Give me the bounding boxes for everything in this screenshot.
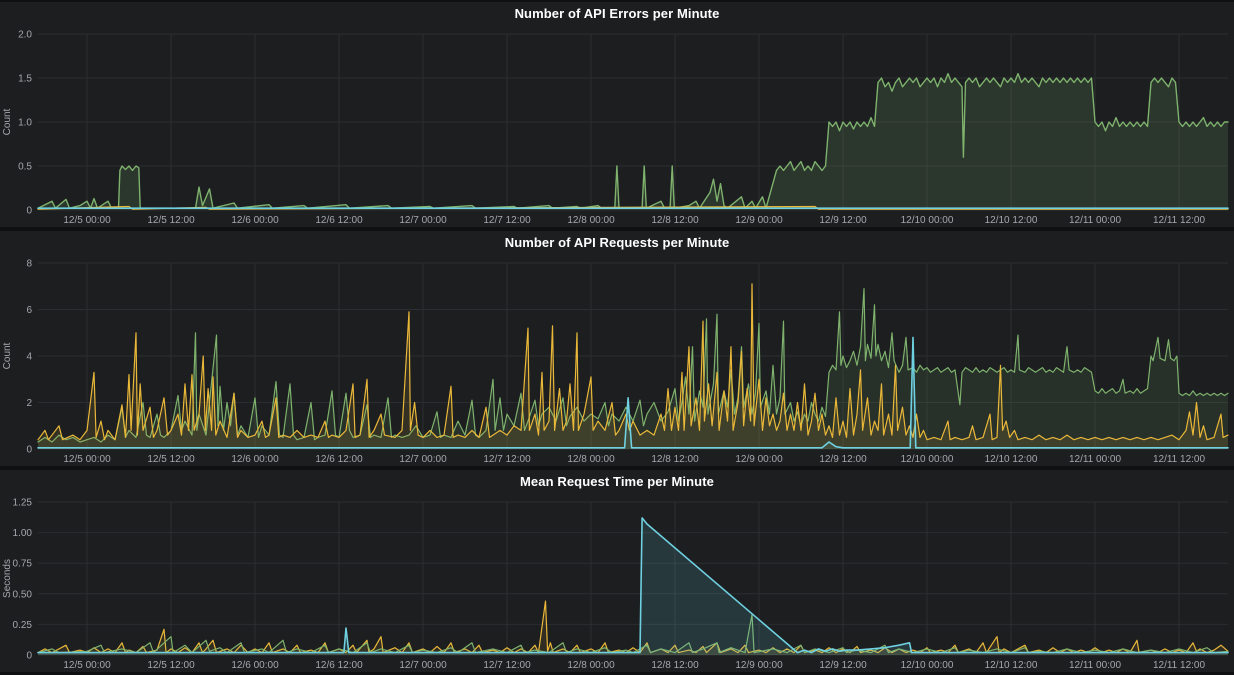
panel-title-api-errors[interactable]: Number of API Errors per Minute xyxy=(514,6,720,21)
x-tick-label: 12/7 12:00 xyxy=(483,454,531,465)
x-tick-label: 12/10 12:00 xyxy=(985,660,1038,671)
series-requests-cyan-line xyxy=(37,336,1229,449)
y-tick-label: 2.0 xyxy=(18,30,32,41)
x-tick-label: 12/5 12:00 xyxy=(147,660,195,671)
y-tick-label: 8 xyxy=(26,259,32,270)
y-tick-label: 0.50 xyxy=(13,589,33,600)
api-requests-chart[interactable]: 0 2 4 6 8 12/5 00:00 12/5 12:00 12/6 00:00 12/6 … xyxy=(0,255,1234,466)
x-tick-label: 12/8 00:00 xyxy=(567,660,615,671)
series-time-yellow-area xyxy=(38,601,1228,655)
y-tick-label: 6 xyxy=(26,305,32,316)
api-errors-chart[interactable]: 0 0.5 1.0 1.5 2.0 12/5 00:00 12/5 12:00 12/6 00… xyxy=(0,26,1234,227)
x-tick-label: 12/6 00:00 xyxy=(231,660,279,671)
api-errors-svg: 0 0.5 1.0 1.5 2.0 12/5 00:00 12/5 12:00 12/6 00… xyxy=(2,30,1229,226)
x-tick-label: 12/5 00:00 xyxy=(63,215,111,226)
panel-api-requests: Number of API Requests per Minute 0 2 4 6 8 1… xyxy=(0,231,1234,466)
panel-title-mean-request-time[interactable]: Mean Request Time per Minute xyxy=(520,474,714,489)
series-time-cyan-area xyxy=(38,517,1228,655)
x-tick-label: 12/10 12:00 xyxy=(985,454,1038,465)
series-time-cyan-line xyxy=(37,517,1229,654)
y-tick-label: 4 xyxy=(26,352,32,363)
panel-api-errors: Number of API Errors per Minute 0 0.5 1.0 1… xyxy=(0,2,1234,227)
x-tick-label: 12/10 00:00 xyxy=(901,660,954,671)
x-tick-label: 12/11 12:00 xyxy=(1153,454,1206,465)
x-tick-label: 12/9 00:00 xyxy=(735,454,783,465)
x-tick-label: 12/8 12:00 xyxy=(651,215,699,226)
mean-request-time-svg: 0 0.25 0.50 0.75 1.00 1.25 12/5 00:00 12/5 12:0… xyxy=(2,498,1229,671)
x-tick-label: 12/5 12:00 xyxy=(147,215,195,226)
y-tick-label: 0.5 xyxy=(18,162,32,173)
y-tick-label: 2 xyxy=(26,398,32,409)
x-tick-label: 12/6 12:00 xyxy=(315,454,363,465)
y-axis-title: Count xyxy=(2,342,13,369)
y-tick-label: 0 xyxy=(26,445,32,456)
y-tick-label: 1.0 xyxy=(18,118,32,129)
gridlines xyxy=(38,262,1228,450)
api-requests-svg: 0 2 4 6 8 12/5 00:00 12/5 12:00 12/6 00:00 12/6 … xyxy=(2,259,1229,465)
gridlines xyxy=(38,501,1228,656)
x-tick-label: 12/8 00:00 xyxy=(567,454,615,465)
y-tick-label: 0 xyxy=(26,206,32,217)
x-tick-label: 12/5 00:00 xyxy=(63,454,111,465)
x-tick-label: 12/10 00:00 xyxy=(901,454,954,465)
x-tick-label: 12/7 00:00 xyxy=(399,454,447,465)
x-tick-label: 12/9 12:00 xyxy=(819,454,867,465)
series-time-yellow-line xyxy=(37,600,1229,654)
series-requests-yellow-line xyxy=(37,283,1229,441)
x-tick-label: 12/7 12:00 xyxy=(483,215,531,226)
y-tick-label: 1.5 xyxy=(18,74,32,85)
x-tick-label: 12/7 00:00 xyxy=(399,660,447,671)
x-tick-label: 12/6 00:00 xyxy=(231,215,279,226)
panel-mean-request-time: Mean Request Time per Minute 0 0.25 0.50 0.… xyxy=(0,470,1234,672)
series-time-green-area xyxy=(38,614,1228,655)
y-axis-title: Seconds xyxy=(2,559,13,598)
series-requests-green-area xyxy=(38,288,1228,449)
series-time-green-line xyxy=(37,613,1229,654)
y-axis-title: Count xyxy=(2,108,13,135)
x-tick-label: 12/7 12:00 xyxy=(483,660,531,671)
y-tick-label: 0 xyxy=(26,651,32,662)
x-tick-label: 12/9 12:00 xyxy=(819,660,867,671)
y-tick-label: 0.25 xyxy=(13,620,33,631)
y-tick-label: 0.75 xyxy=(13,559,33,570)
x-tick-label: 12/8 00:00 xyxy=(567,215,615,226)
x-tick-label: 12/11 00:00 xyxy=(1069,215,1122,226)
x-tick-label: 12/6 12:00 xyxy=(315,660,363,671)
x-tick-label: 12/9 00:00 xyxy=(735,660,783,671)
x-tick-label: 12/11 12:00 xyxy=(1153,215,1206,226)
x-tick-label: 12/10 12:00 xyxy=(985,215,1038,226)
x-tick-label: 12/9 12:00 xyxy=(819,215,867,226)
x-tick-label: 12/7 00:00 xyxy=(399,215,447,226)
panel-title-api-requests[interactable]: Number of API Requests per Minute xyxy=(504,235,730,250)
x-tick-label: 12/9 00:00 xyxy=(735,215,783,226)
series-requests-yellow-area xyxy=(38,283,1228,449)
x-tick-label: 12/10 00:00 xyxy=(901,215,954,226)
y-tick-label: 1.00 xyxy=(13,528,33,539)
x-tick-label: 12/5 00:00 xyxy=(63,660,111,671)
x-tick-label: 12/8 12:00 xyxy=(651,454,699,465)
series-errors-green-area xyxy=(38,73,1228,210)
series-requests-green-line xyxy=(37,287,1229,443)
x-tick-label: 12/5 12:00 xyxy=(147,454,195,465)
x-tick-label: 12/8 12:00 xyxy=(651,660,699,671)
x-tick-label: 12/11 00:00 xyxy=(1069,454,1122,465)
y-tick-label: 1.25 xyxy=(13,498,33,509)
mean-request-time-chart[interactable]: 0 0.25 0.50 0.75 1.00 1.25 12/5 00:00 12/5 12:0… xyxy=(0,494,1234,672)
x-tick-label: 12/6 12:00 xyxy=(315,215,363,226)
x-tick-label: 12/11 12:00 xyxy=(1153,660,1206,671)
x-tick-label: 12/6 00:00 xyxy=(231,454,279,465)
x-tick-label: 12/11 00:00 xyxy=(1069,660,1122,671)
